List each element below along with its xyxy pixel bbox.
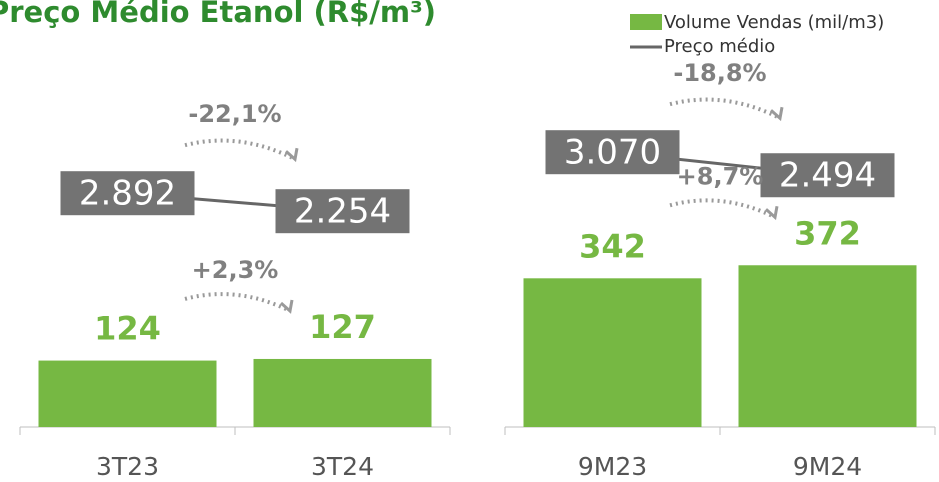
bar-value-label: 127 <box>309 308 376 346</box>
price-change-label: -22,1% <box>188 100 281 128</box>
bar-value-label: 124 <box>94 310 161 348</box>
x-tick-label: 9M24 <box>793 452 862 481</box>
price-box <box>760 153 895 198</box>
bar <box>253 358 432 427</box>
legend-swatch <box>630 14 662 30</box>
legend-label: Preço médio <box>664 36 775 57</box>
legend-label: Volume Vendas (mil/m3) <box>664 12 884 33</box>
price-change-label: -18,8% <box>673 59 766 87</box>
price-value-label: 2.254 <box>294 192 391 232</box>
x-tick-label: 3T24 <box>311 452 374 481</box>
arrow-head <box>280 299 294 314</box>
change-arrow <box>669 97 781 120</box>
chart-title: Preço Médio Etanol (R$/m³) <box>0 0 436 29</box>
price-value-label: 3.070 <box>564 133 661 173</box>
price-value-label: 2.494 <box>779 156 876 196</box>
bar <box>738 265 917 427</box>
price-box <box>275 189 410 234</box>
bar <box>523 278 702 427</box>
legend: Volume Vendas (mil/m3) Preço médio <box>630 12 884 57</box>
volume-change-label: +8,7% <box>677 162 764 190</box>
bar-value-label: 342 <box>579 227 646 265</box>
change-arrow <box>669 198 776 220</box>
x-tick-label: 3T23 <box>96 452 159 481</box>
price-box <box>60 171 195 216</box>
x-tick-label: 9M23 <box>578 452 647 481</box>
bar <box>38 360 217 427</box>
arrow-head <box>285 147 299 163</box>
change-arrow <box>184 292 291 313</box>
price-box <box>545 130 680 175</box>
volume-change-label: +2,3% <box>192 256 279 284</box>
change-arrow <box>184 138 296 161</box>
bar-value-label: 372 <box>794 214 861 252</box>
arrow-head <box>770 106 784 122</box>
arrow-head <box>765 205 779 221</box>
price-value-label: 2.892 <box>79 174 176 214</box>
